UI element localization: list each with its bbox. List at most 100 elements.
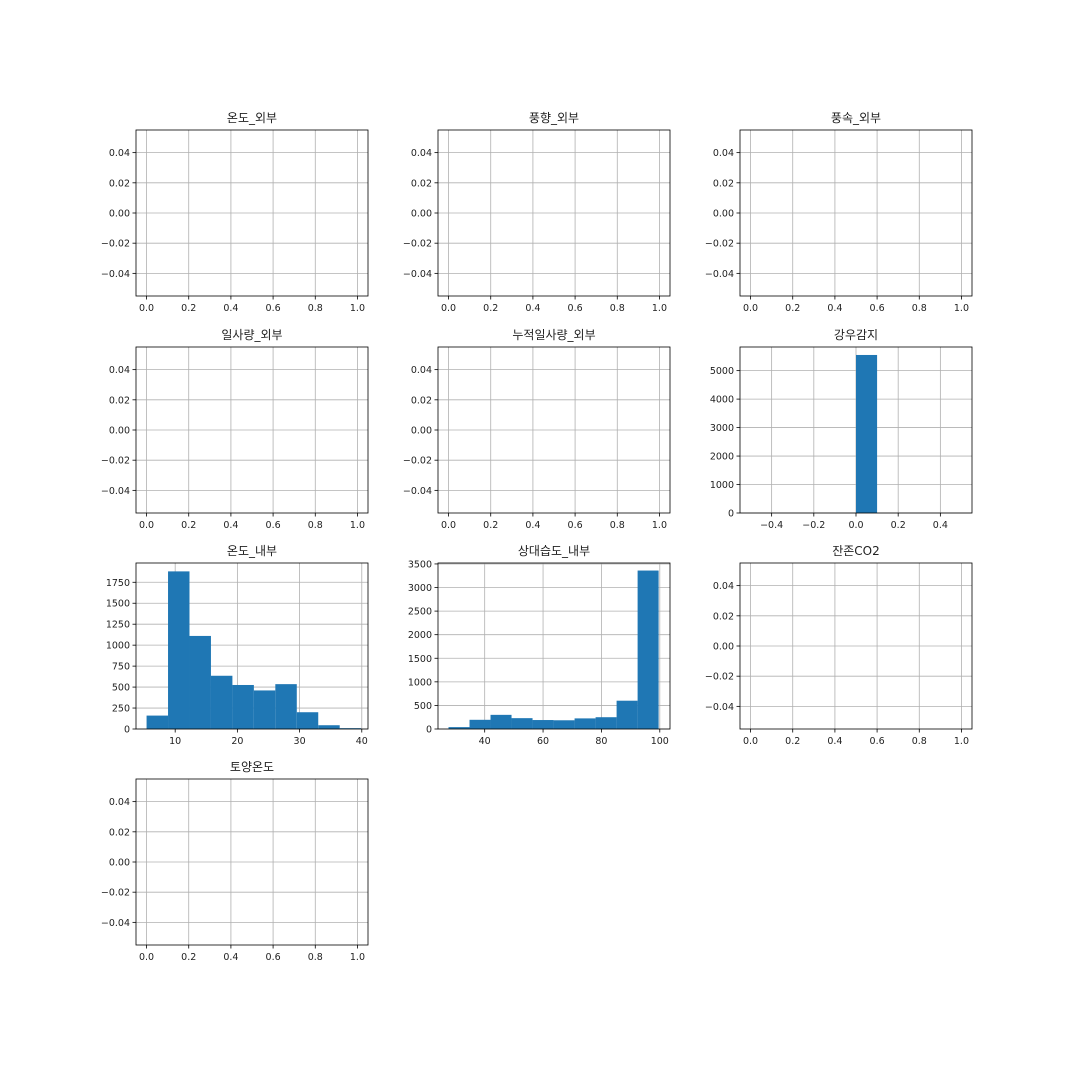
y-tick-label: −0.02 [403,239,432,250]
histogram-bar [296,712,319,729]
histogram-bar [595,717,617,729]
y-tick-label: 3000 [408,583,432,594]
y-tick-label: 0.02 [713,611,734,622]
x-tick-label: −0.4 [760,520,783,531]
y-tick-label: 250 [112,704,130,715]
histogram-bar [318,725,340,729]
histogram-bar [146,715,169,729]
y-tick-label: 0.02 [713,178,734,189]
x-tick-label: 0.2 [483,303,498,314]
x-tick-label: 1.0 [954,736,969,747]
y-tick-label: 500 [112,683,130,694]
x-tick-label: 1.0 [350,303,365,314]
x-tick-label: 0.4 [223,520,238,531]
x-tick-label: 0.6 [870,736,885,747]
x-tick-label: 30 [294,736,306,747]
panel-title: 풍향_외부 [529,111,579,125]
x-tick-label: 0.8 [308,303,323,314]
y-tick-label: 5000 [710,366,734,377]
histogram-bar [856,354,878,513]
y-tick-label: 3000 [710,423,734,434]
y-tick-label: 0.00 [109,858,130,869]
x-tick-label: 0.4 [827,303,842,314]
y-tick-label: −0.02 [403,456,432,467]
y-tick-label: 0.02 [109,395,130,406]
x-tick-label: 0.2 [181,303,196,314]
histogram-panel: 0.0 0.2 0.4 0.6 0.8 1.0 0.04 0.02 0.00 −0.02 −0.04… [101,760,369,963]
histogram-bar [210,675,233,729]
histogram-panel: 0.0 0.2 0.4 0.6 0.8 1.0 0.04 0.02 0.00 −0.02 −0.04… [101,328,369,531]
histogram-bar [511,718,533,729]
histogram-bar [253,690,276,729]
y-tick-label: −0.02 [101,239,130,250]
x-tick-label: 80 [595,736,607,747]
y-tick-label: 0.04 [411,148,432,159]
x-tick-label: 40 [479,736,491,747]
x-tick-label: 60 [537,736,549,747]
y-tick-label: −0.02 [101,456,130,467]
x-tick-label: 100 [651,736,669,747]
y-tick-label: 1500 [408,654,432,665]
plot-frame [437,562,671,730]
y-tick-label: 0.04 [109,797,130,808]
x-tick-label: 0.2 [891,520,906,531]
x-tick-label: 0.6 [568,303,583,314]
histogram-panel: 0.0 0.2 0.4 0.6 0.8 1.0 0.04 0.02 0.00 −0.02 −0.04… [705,544,973,747]
x-tick-label: 0.0 [441,303,456,314]
x-tick-label: 0.6 [266,952,281,963]
panel-title: 온도_내부 [227,544,277,558]
x-tick-label: 0.8 [610,303,625,314]
y-tick-label: 3500 [408,559,432,570]
y-tick-label: 0.04 [411,365,432,376]
x-tick-label: 1.0 [350,952,365,963]
y-tick-label: 0.02 [109,827,130,838]
y-tick-label: 1000 [408,677,432,688]
x-tick-label: 1.0 [652,520,667,531]
x-tick-label: 1.0 [652,303,667,314]
x-tick-label: 0.2 [181,952,196,963]
y-tick-label: −0.04 [101,486,130,497]
y-tick-label: 1000 [106,641,130,652]
y-tick-label: 0.02 [411,178,432,189]
x-tick-label: 0.2 [483,520,498,531]
x-tick-label: 0.4 [933,520,948,531]
plot-frame [135,562,369,730]
histogram-bar [275,684,297,729]
x-tick-label: 0.4 [525,303,540,314]
y-tick-label: −0.04 [101,269,130,280]
histogram-panel: −0.4 −0.2 0.0 0.2 0.4 0 1000 2000 3000 4000 5000 강우… [710,328,973,531]
y-tick-label: 4000 [710,395,734,406]
panel-title: 잔존CO2 [832,544,880,558]
histogram-bar [616,700,638,729]
x-tick-label: 0.4 [525,520,540,531]
x-tick-label: 0.8 [912,303,927,314]
histogram-bar [637,570,659,729]
panel-title: 토양온도 [230,760,274,774]
y-tick-label: −0.02 [101,888,130,899]
x-tick-label: 0.8 [308,952,323,963]
y-tick-label: 0.00 [411,426,432,437]
y-tick-label: 0.04 [713,148,734,159]
y-tick-label: 0 [426,725,432,736]
x-tick-label: 0.0 [743,736,758,747]
histogram-bar [469,719,491,729]
x-tick-label: 1.0 [954,303,969,314]
x-tick-label: 0.0 [743,303,758,314]
x-tick-label: 0.2 [785,736,800,747]
y-tick-label: 0.02 [109,178,130,189]
histogram-panel: 10 20 30 40 0 250 500 750 1000 1250 1500 1750 온도_내부 [106,544,369,747]
x-tick-label: 20 [231,736,243,747]
y-tick-label: −0.04 [403,269,432,280]
histogram-panel: 0.0 0.2 0.4 0.6 0.8 1.0 0.04 0.02 0.00 −0.02 −0.04… [101,111,369,314]
y-tick-label: −0.04 [403,486,432,497]
x-tick-label: 0.0 [139,303,154,314]
y-tick-label: 2000 [408,630,432,641]
y-tick-label: 1250 [106,620,130,631]
x-tick-label: 10 [169,736,181,747]
y-tick-label: 0 [124,725,130,736]
y-tick-label: −0.04 [705,702,734,713]
y-tick-label: 500 [414,701,432,712]
panel-title: 풍속_외부 [831,111,881,125]
y-tick-label: 0.02 [411,395,432,406]
y-tick-label: 2500 [408,607,432,618]
